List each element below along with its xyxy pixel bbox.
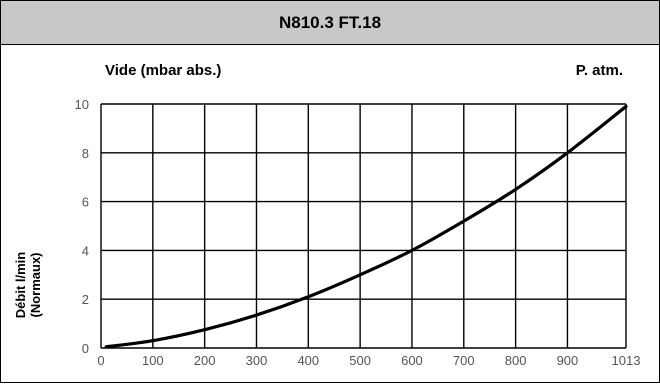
y-tick-label: 8 (82, 146, 89, 161)
x-tick-label: 700 (453, 353, 475, 368)
y-tick-label: 4 (82, 243, 89, 258)
y-axis-label-line-1: Débit l/min (13, 252, 28, 319)
y-tick-label: 0 (82, 341, 89, 356)
x-tick-label: 300 (246, 353, 268, 368)
x-tick-label: 1013 (612, 353, 641, 368)
x-tick-label: 800 (505, 353, 527, 368)
x-tick-label: 0 (97, 353, 104, 368)
chart-svg: Vide (mbar abs.) P. atm. Débit l/min (No… (13, 62, 641, 368)
top-left-label: Vide (mbar abs.) (105, 62, 221, 79)
chart-area: Vide (mbar abs.) P. atm. Débit l/min (No… (1, 45, 659, 382)
y-tick-label: 10 (75, 97, 89, 112)
chart-title: N810.3 FT.18 (1, 1, 659, 45)
x-tick-label: 200 (194, 353, 216, 368)
y-tick-label: 2 (82, 292, 89, 307)
grid (100, 103, 627, 349)
y-axis-label-line-2: (Normaux) (28, 252, 43, 317)
x-tick-label: 600 (401, 353, 423, 368)
x-tick-label: 400 (297, 353, 319, 368)
y-tick-label: 6 (82, 195, 89, 210)
x-tick-label: 100 (142, 353, 164, 368)
x-tick-label: 900 (557, 353, 579, 368)
series-group (104, 104, 628, 349)
x-tick-label: 500 (349, 353, 371, 368)
series-line (104, 104, 628, 349)
top-right-label: P. atm. (576, 62, 623, 79)
tick-labels: 0 100 200 300 400 500 600 700 800 900 1013 0 2 4 6 8 10 (75, 97, 641, 368)
